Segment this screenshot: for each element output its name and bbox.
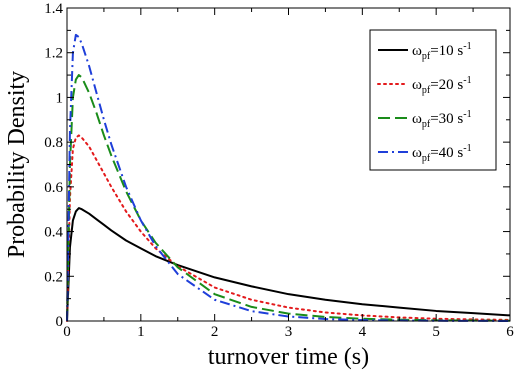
legend-entry-2: ωpf=20 s-1 bbox=[377, 75, 472, 96]
y-tick-label: 1.2 bbox=[44, 46, 63, 62]
series-line-4 bbox=[66, 33, 511, 322]
y-tick-label: 0.8 bbox=[44, 135, 63, 151]
legend-label: ωpf=10 s-1 bbox=[412, 41, 472, 62]
x-tick-label: 6 bbox=[506, 324, 514, 340]
legend-entry-1: ωpf=10 s-1 bbox=[378, 41, 472, 62]
legend-label: ωpf=20 s-1 bbox=[412, 75, 472, 96]
y-tick-label: 1 bbox=[56, 90, 64, 106]
x-tick-label: 2 bbox=[211, 324, 219, 340]
series-layer bbox=[66, 33, 511, 322]
legend-label: ωpf=40 s-1 bbox=[412, 143, 472, 164]
legend-entry-4: ωpf=40 s-1 bbox=[378, 143, 472, 164]
y-tick-label: 0 bbox=[56, 314, 64, 330]
legend-entry-3: ωpf=30 s-1 bbox=[378, 109, 472, 130]
series-line-3 bbox=[66, 74, 511, 322]
legend-box bbox=[369, 29, 497, 171]
x-axis-title: turnover time (s) bbox=[208, 344, 369, 370]
y-tick-label: 0.6 bbox=[44, 180, 63, 196]
series-line-1 bbox=[66, 207, 511, 322]
y-tick-label: 0.2 bbox=[44, 269, 63, 285]
y-tick-label: 0.4 bbox=[44, 225, 63, 241]
axes-layer: 0 1 2 3 4 5 6 0 0.2 0.4 0.6 0.8 1 1.2 1.4 bbox=[44, 1, 514, 340]
series-line-2 bbox=[66, 134, 511, 322]
x-tick-label: 1 bbox=[137, 324, 145, 340]
y-tick-label: 1.4 bbox=[44, 1, 63, 17]
x-tick-label: 5 bbox=[432, 324, 440, 340]
x-tick-label: 3 bbox=[285, 324, 293, 340]
x-tick-label: 4 bbox=[359, 324, 367, 340]
legend-label: ωpf=30 s-1 bbox=[412, 109, 472, 130]
legend: ωpf=10 s-1 ωpf=20 s-1 ωpf=30 s-1 ωpf=40 s-1 bbox=[369, 29, 497, 171]
x-tick-label: 0 bbox=[63, 324, 71, 340]
y-axis-title: Probability Density bbox=[4, 71, 30, 258]
